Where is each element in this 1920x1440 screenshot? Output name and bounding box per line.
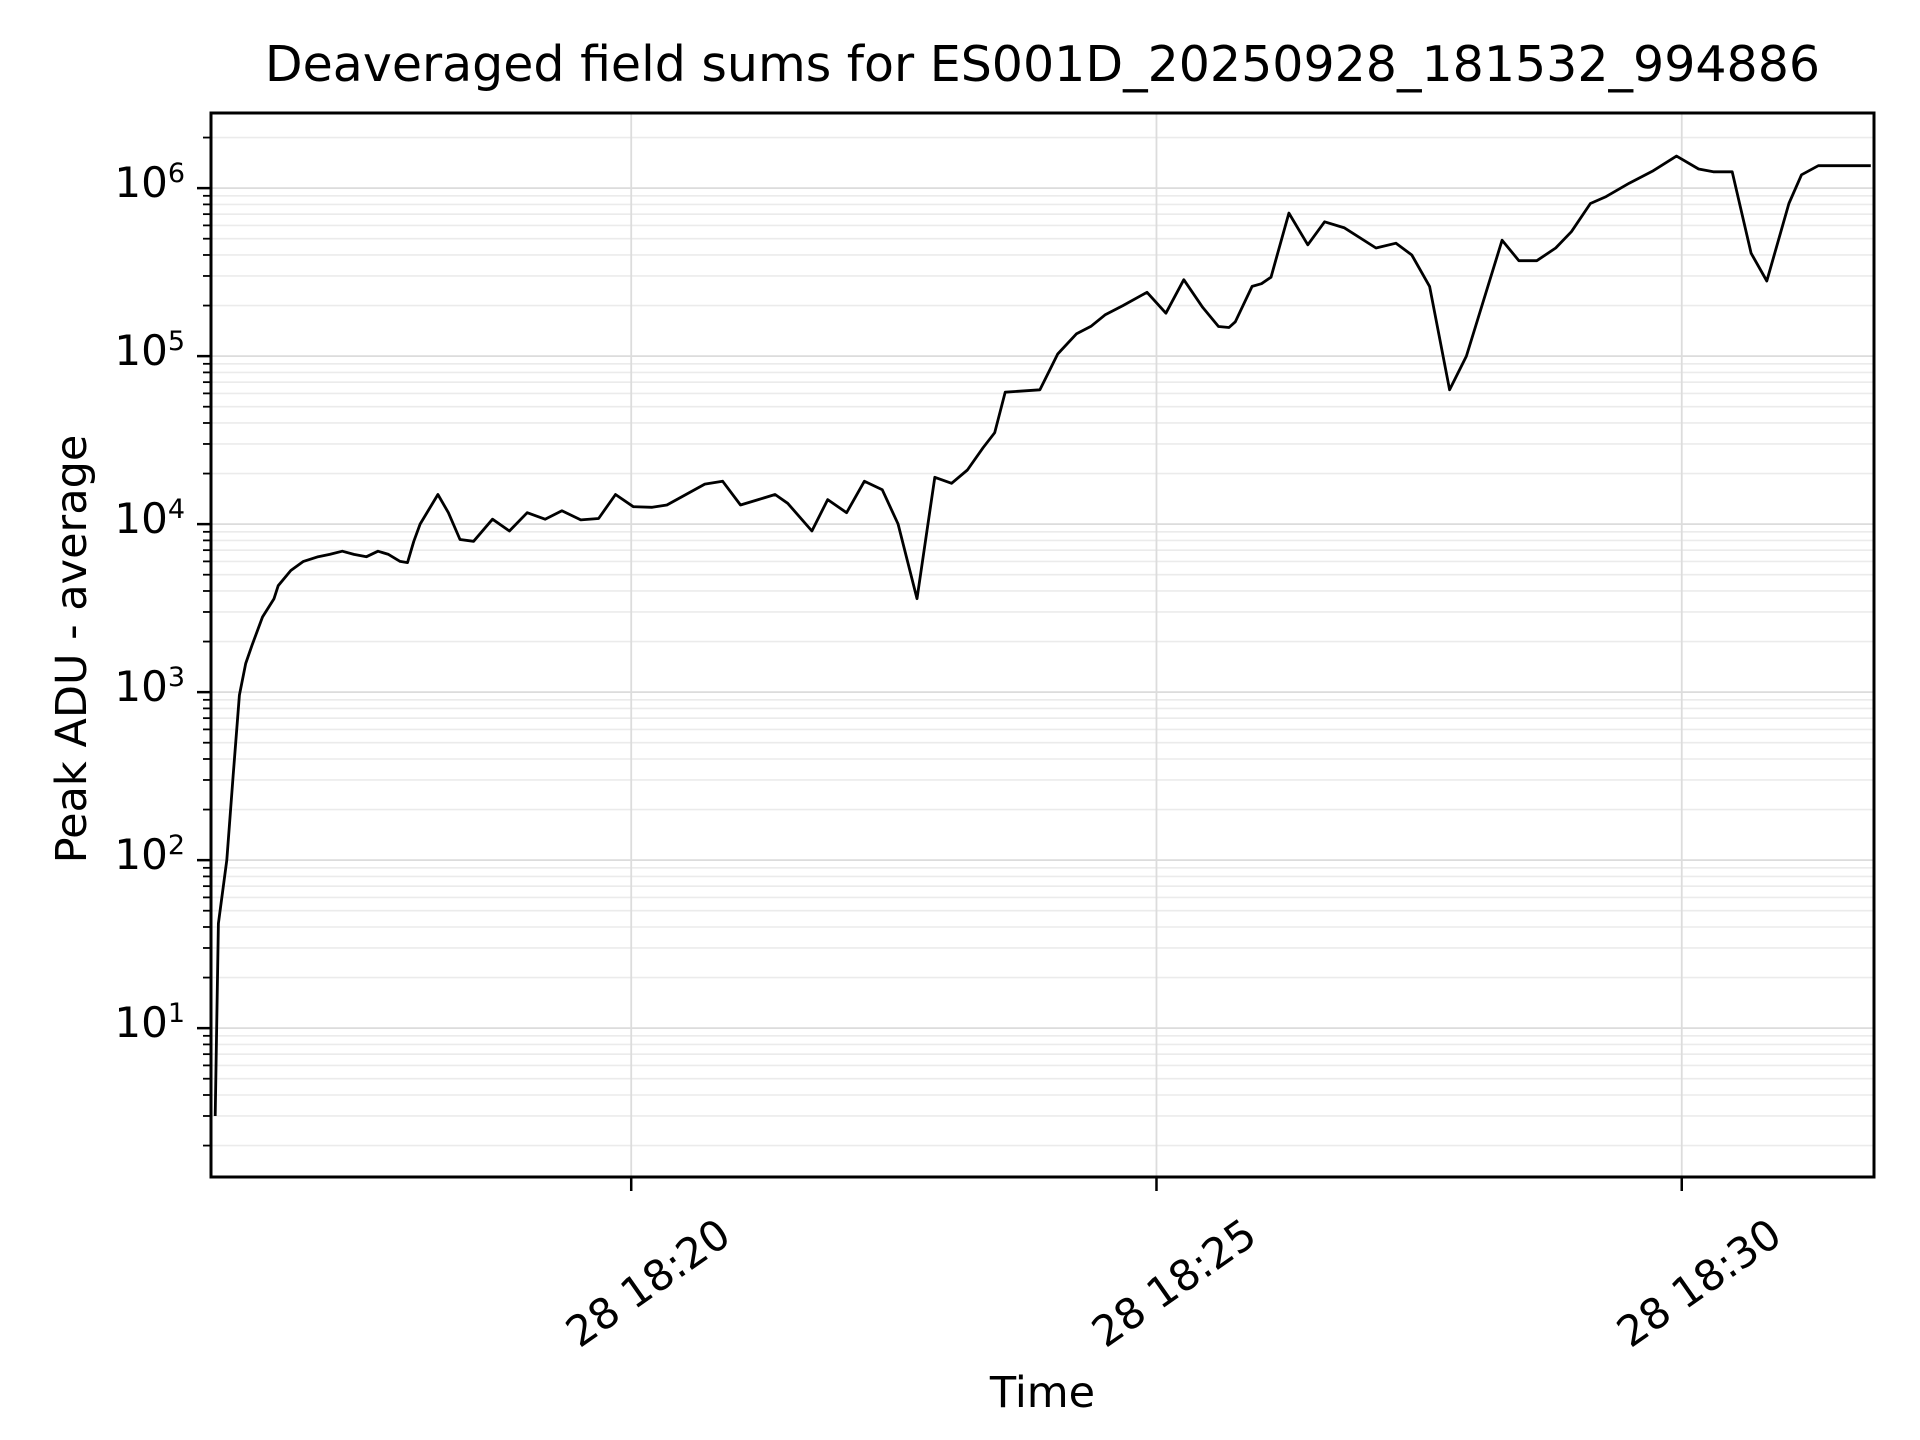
- axes-spines: [209, 111, 1876, 1179]
- y-tick-label: 101: [114, 998, 185, 1048]
- y-tick-label: 104: [114, 494, 185, 544]
- y-tick-label: 103: [114, 662, 185, 712]
- chart-title: Deaveraged field sums for ES001D_2025092…: [264, 36, 1821, 93]
- y-tick-label: 105: [114, 326, 185, 376]
- data-line: [213, 154, 1871, 1117]
- x-axis-label: Time: [989, 1368, 1096, 1418]
- y-tick-label: 102: [114, 830, 185, 880]
- y-tick-label: 106: [114, 158, 185, 208]
